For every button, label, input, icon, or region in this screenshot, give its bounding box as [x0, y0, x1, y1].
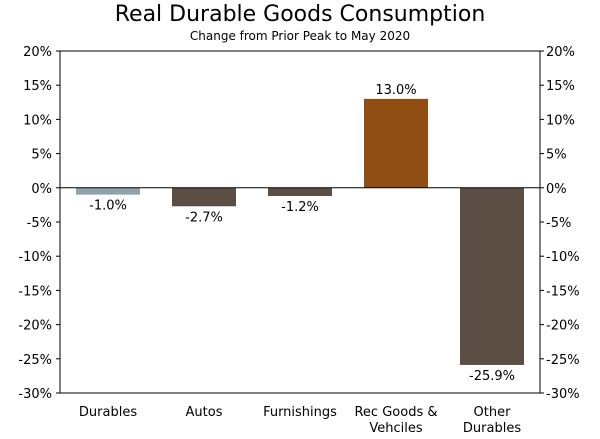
bar-rec-goods- [364, 98, 428, 188]
left-axis: 20% 15% 10% 5% 0% -5% -10% -15% -20% -25% -30% [18, 45, 60, 402]
data-label: -1.0% [89, 199, 127, 214]
chart-title: Real Durable Goods Consumption [114, 2, 486, 27]
right-tick-label: -20% [546, 319, 580, 334]
left-tick-label: 20% [23, 45, 52, 60]
chart-subtitle: Change from Prior Peak to May 2020 [189, 29, 411, 43]
right-tick-label: -15% [546, 284, 580, 299]
left-tick-label: 5% [31, 148, 52, 163]
bar-durables [76, 187, 140, 195]
data-label: -25.9% [469, 369, 515, 384]
right-tick-label: 20% [546, 45, 575, 60]
right-tick-label: 10% [546, 113, 575, 128]
category-label: Durables [79, 405, 137, 420]
left-tick-label: -10% [18, 250, 52, 265]
left-tick-label: -5% [27, 216, 52, 231]
data-labels: -1.0% -2.7% -1.2% 13.0% -25.9% [89, 83, 515, 384]
category-label-line2: Durables [463, 421, 521, 436]
left-tick-label: -15% [18, 284, 52, 299]
category-label: Furnishings [263, 405, 337, 420]
right-tick-label: -25% [546, 353, 580, 368]
category-label: Autos [186, 405, 223, 420]
right-tick-label: 0% [546, 182, 567, 197]
data-label: -1.2% [281, 200, 319, 215]
bar-series [76, 98, 524, 365]
left-tick-label: -20% [18, 319, 52, 334]
left-tick-label: 10% [23, 113, 52, 128]
category-label-line2: Vehciles [369, 421, 422, 436]
left-tick-label: -25% [18, 353, 52, 368]
category-label: Other [474, 405, 512, 420]
left-tick-label: -30% [18, 387, 52, 402]
bar-autos [172, 187, 236, 207]
category-label: Rec Goods & [354, 405, 437, 420]
data-label: -2.7% [185, 210, 223, 225]
right-tick-label: 15% [546, 79, 575, 94]
left-tick-label: 0% [31, 182, 52, 197]
left-tick-label: 15% [23, 79, 52, 94]
category-axis: Durables Autos Furnishings Rec Goods &Vehci… [79, 405, 521, 436]
right-tick-label: -10% [546, 250, 580, 265]
bar-other [460, 187, 524, 365]
data-label: 13.0% [375, 83, 416, 98]
right-axis: 20% 15% 10% 5% 0% -5% -10% -15% -20% -25% -30% [540, 45, 580, 402]
bar-furnishings [268, 187, 332, 197]
right-tick-label: -30% [546, 387, 580, 402]
right-tick-label: 5% [546, 148, 567, 163]
right-tick-label: -5% [546, 216, 571, 231]
